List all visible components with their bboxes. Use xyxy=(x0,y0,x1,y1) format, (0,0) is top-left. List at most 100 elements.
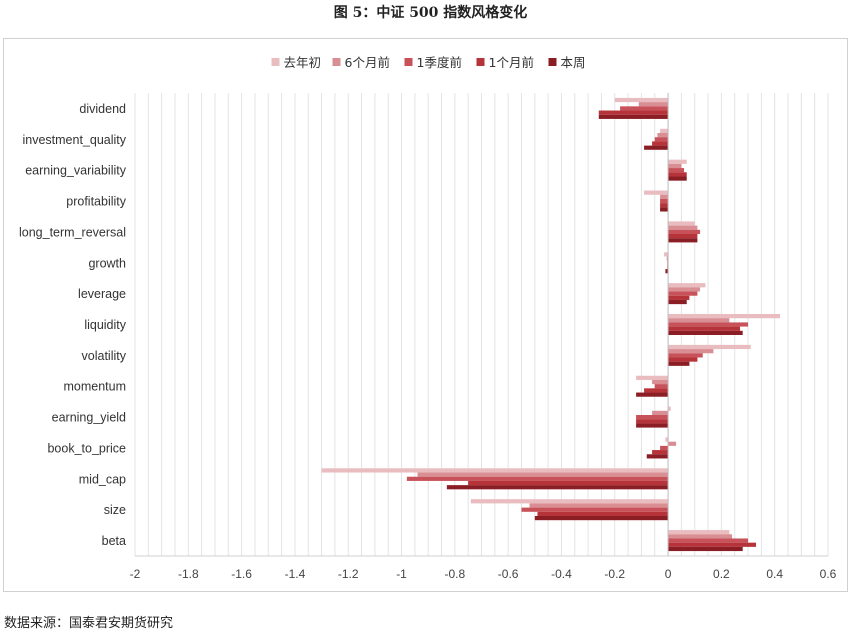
bar xyxy=(529,503,669,508)
x-tick-label: -1 xyxy=(396,567,407,581)
bar xyxy=(660,128,669,133)
legend-swatch xyxy=(271,58,280,66)
bar xyxy=(446,485,669,490)
bar xyxy=(668,234,698,239)
legend-label: 6个月前 xyxy=(345,55,390,70)
bar xyxy=(660,445,669,451)
bar xyxy=(660,194,669,199)
bar xyxy=(657,133,669,138)
category-label: size xyxy=(104,503,126,517)
category-label: earning_yield xyxy=(52,411,126,425)
category-label: growth xyxy=(88,256,126,270)
style-bar-chart: dividend investment_quality earning_variab… xyxy=(19,55,837,581)
bar xyxy=(668,291,698,296)
bar xyxy=(668,357,698,362)
bar xyxy=(668,406,671,411)
bar xyxy=(668,283,706,288)
x-tick-label: -1.4 xyxy=(285,567,306,581)
bar xyxy=(664,252,669,257)
category-label: investment_quality xyxy=(22,133,126,147)
category-label: book_to_price xyxy=(47,441,126,455)
category-label: momentum xyxy=(63,380,126,394)
legend-label: 1个月前 xyxy=(489,55,534,70)
bar xyxy=(668,172,687,177)
category-label: beta xyxy=(102,534,126,548)
bar xyxy=(598,114,669,119)
bar xyxy=(665,269,669,274)
legend-label: 1季度前 xyxy=(417,55,462,70)
bar-series xyxy=(321,97,781,552)
legend-swatch xyxy=(332,58,341,66)
bar xyxy=(660,207,669,212)
x-tick-label: -1.2 xyxy=(338,567,359,581)
bar xyxy=(406,476,669,481)
bar xyxy=(654,137,669,142)
bar xyxy=(644,190,669,195)
bar xyxy=(521,507,669,512)
category-label: profitability xyxy=(66,195,126,209)
x-tick-label: -2 xyxy=(130,567,141,581)
bar xyxy=(668,353,703,358)
x-tick-label: -1.6 xyxy=(231,567,252,581)
x-tick-label: -1.8 xyxy=(178,567,199,581)
figure-title: 图 5：中证 500 指数风格变化 xyxy=(333,5,528,21)
bar xyxy=(644,145,669,150)
bar xyxy=(638,102,669,107)
category-label: earning_variability xyxy=(25,164,127,178)
bar xyxy=(321,468,669,473)
bar xyxy=(636,423,669,428)
bar xyxy=(537,511,669,516)
bar xyxy=(668,534,733,539)
legend-label: 去年初 xyxy=(284,55,322,70)
bar xyxy=(668,538,749,543)
bar xyxy=(665,437,669,442)
bar xyxy=(668,530,730,535)
bar xyxy=(468,480,669,486)
bar xyxy=(666,256,669,261)
bar xyxy=(470,499,669,504)
bar xyxy=(652,379,669,385)
bar xyxy=(668,168,685,173)
bar xyxy=(417,472,669,477)
chart-area xyxy=(3,38,848,592)
bar xyxy=(668,221,695,226)
bar xyxy=(668,318,730,323)
bar xyxy=(614,97,669,103)
bar xyxy=(646,454,669,459)
bar xyxy=(644,388,669,393)
category-label: mid_cap xyxy=(79,472,126,486)
bar xyxy=(668,330,743,335)
bar xyxy=(668,361,690,366)
legend: 去年初 6个月前 1季度前 1个月前 本周 xyxy=(271,55,586,70)
legend-swatch xyxy=(548,58,557,66)
bar xyxy=(652,450,669,455)
axis xyxy=(135,93,828,557)
bar xyxy=(636,392,669,397)
legend-label: 本周 xyxy=(561,55,586,70)
category-label: liquidity xyxy=(84,318,126,332)
bar xyxy=(636,415,669,420)
category-label: dividend xyxy=(79,102,126,116)
x-tick-label: -0.4 xyxy=(551,567,572,581)
bar xyxy=(668,159,687,164)
bar xyxy=(660,198,669,204)
category-label: leverage xyxy=(78,287,126,301)
source-note: 数据来源：国泰君安期货研究 xyxy=(4,616,174,631)
x-tick-label: -0.8 xyxy=(445,567,466,581)
x-tick-label: 0.6 xyxy=(820,567,837,581)
bar xyxy=(534,516,669,521)
x-tick-label: -0.2 xyxy=(604,567,625,581)
bar xyxy=(652,141,669,146)
bar xyxy=(668,542,757,547)
x-tick-label: 0.2 xyxy=(713,567,730,581)
bar xyxy=(620,106,669,111)
category-label: long_term_reversal xyxy=(19,225,126,239)
bar xyxy=(668,299,687,305)
bar xyxy=(668,441,677,446)
x-tick-label: 0.4 xyxy=(766,567,783,581)
bar xyxy=(668,322,749,327)
legend-swatch xyxy=(476,58,485,66)
bar xyxy=(668,176,687,181)
legend-swatch xyxy=(404,58,413,66)
bar xyxy=(668,344,751,350)
